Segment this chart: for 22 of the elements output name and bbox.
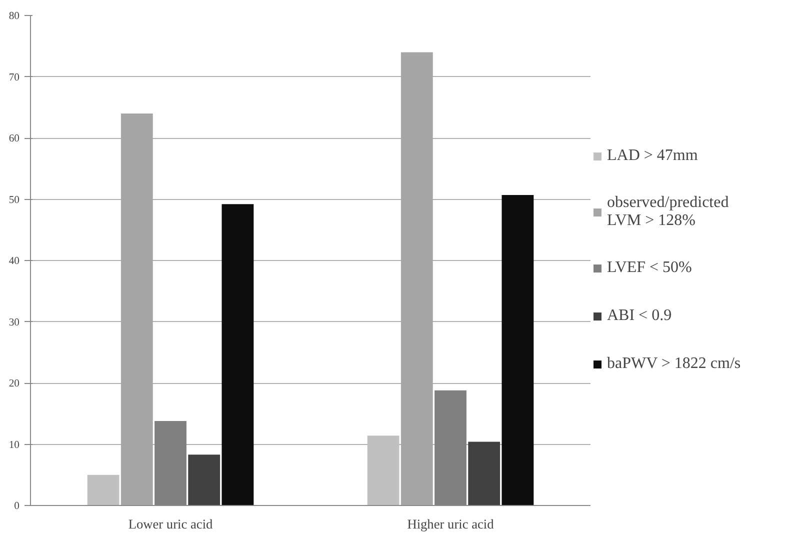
bar bbox=[367, 436, 400, 506]
legend-label: baPWV > 1822 cm/s bbox=[607, 354, 741, 374]
y-tick-label: 70 bbox=[8, 72, 20, 84]
y-tick-label: 0 bbox=[14, 501, 20, 512]
bar bbox=[188, 454, 220, 506]
y-tick-label: 60 bbox=[8, 134, 20, 144]
bar bbox=[87, 474, 120, 506]
y-tick-label: 10 bbox=[8, 440, 20, 451]
bar bbox=[502, 194, 534, 506]
y-tick-label: 20 bbox=[8, 378, 20, 390]
y-tick-label: 80 bbox=[8, 11, 20, 22]
legend-label: observed/predicted LVM > 128% bbox=[607, 194, 729, 230]
y-tick-label: 50 bbox=[8, 194, 20, 206]
bar bbox=[222, 204, 254, 506]
y-tick-label: 40 bbox=[8, 256, 20, 267]
x-tick-label: Higher uric acid bbox=[407, 516, 494, 532]
bar bbox=[468, 442, 500, 506]
legend-label: LVEF < 50% bbox=[607, 258, 692, 278]
x-tick-label: Lower uric acid bbox=[128, 516, 214, 532]
legend-label: ABI < 0.9 bbox=[607, 306, 672, 326]
legend-label: LAD > 47mm bbox=[607, 146, 698, 166]
y-tick-label: 30 bbox=[8, 317, 20, 328]
